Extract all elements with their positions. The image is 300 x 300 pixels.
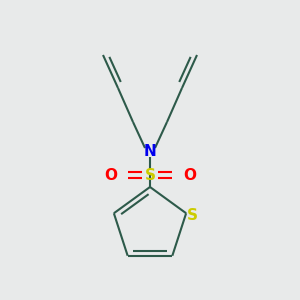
Text: N: N xyxy=(144,145,156,160)
Text: S: S xyxy=(187,208,198,223)
Text: S: S xyxy=(145,167,155,182)
Text: O: O xyxy=(183,167,196,182)
Text: O: O xyxy=(104,167,117,182)
